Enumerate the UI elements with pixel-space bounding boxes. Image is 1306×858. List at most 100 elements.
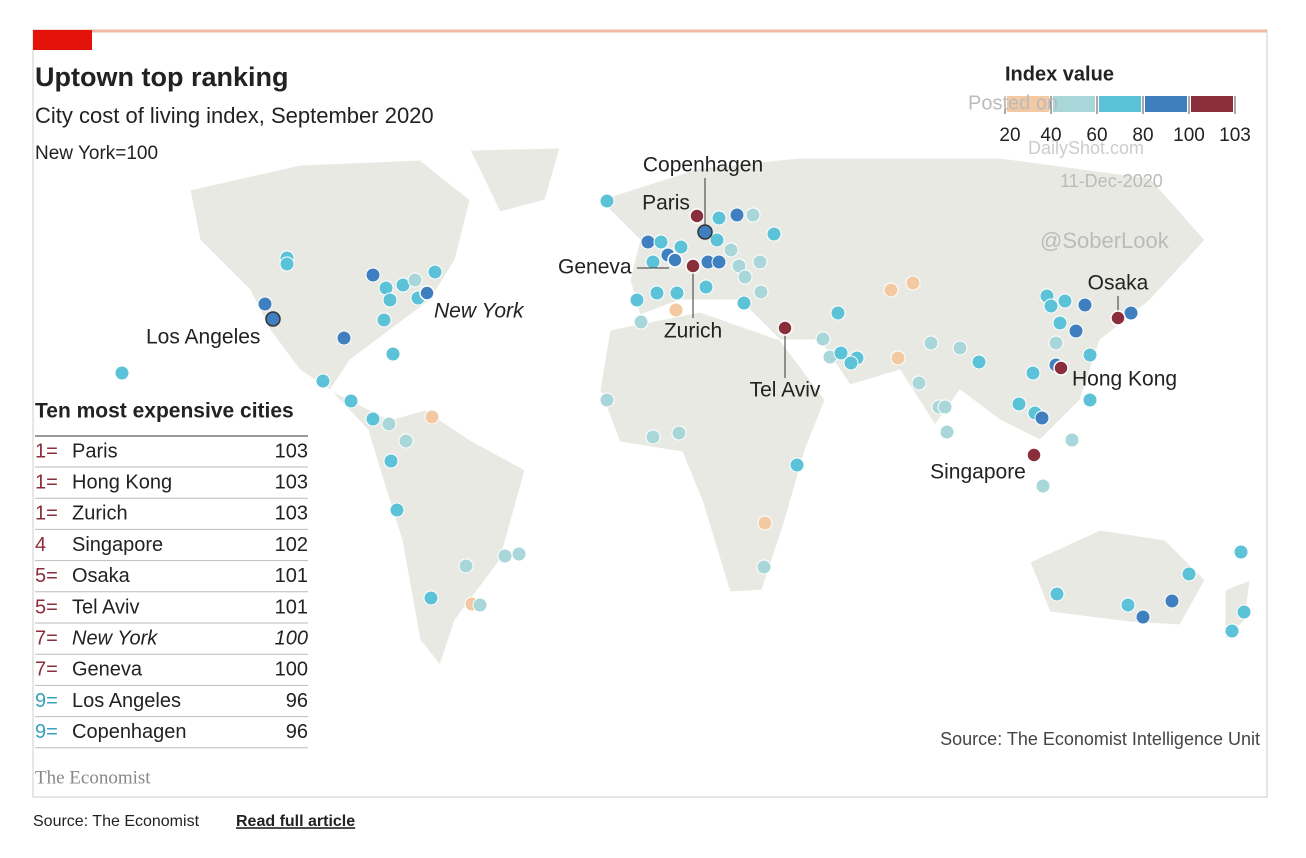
legend-swatch <box>1145 96 1187 112</box>
watermark: @SoberLook <box>1040 228 1170 253</box>
rank: 7= <box>35 627 58 649</box>
city-dot <box>711 210 727 226</box>
city-dot <box>833 345 849 361</box>
city-name: Copenhagen <box>72 721 187 743</box>
ranked-city-dot <box>1026 447 1042 463</box>
city-dot <box>883 282 899 298</box>
city-label: Singapore <box>930 461 1026 484</box>
city-dot <box>497 548 513 564</box>
city-dot <box>114 365 130 381</box>
legend-tick-label: 40 <box>1040 125 1061 146</box>
city-dot <box>673 239 689 255</box>
city-label: New York <box>434 300 525 323</box>
city-dot <box>365 411 381 427</box>
city-dot <box>343 393 359 409</box>
index-value: 100 <box>275 627 308 649</box>
city-dot <box>737 269 753 285</box>
title: Uptown top ranking <box>35 62 288 92</box>
city-dot <box>911 375 927 391</box>
legend-swatch <box>1099 96 1141 112</box>
city-dot <box>789 457 805 473</box>
city-dot <box>1082 347 1098 363</box>
city-dot <box>711 254 727 270</box>
city-dot <box>1077 297 1093 313</box>
note: New York=100 <box>35 143 158 164</box>
city-dot <box>336 330 352 346</box>
city-dot <box>843 355 859 371</box>
city-dot <box>376 312 392 328</box>
watermark: 11-Dec-2020 <box>1060 171 1163 191</box>
ranked-city-dot <box>777 320 793 336</box>
footer-source: Source: The Economist <box>33 813 200 830</box>
ranked-cities: Paris Hong Kong Zurich Singapore Osaka Tel Av… <box>146 154 1177 484</box>
city-label: Los Angeles <box>146 326 260 349</box>
rank: 5= <box>35 565 58 587</box>
city-dot <box>257 296 273 312</box>
city-dot <box>1064 432 1080 448</box>
ranked-city-dot <box>265 311 281 327</box>
subtitle: City cost of living index, September 202… <box>35 103 434 128</box>
city-dot <box>1035 478 1051 494</box>
brand: The Economist <box>35 767 151 788</box>
city-dot <box>385 346 401 362</box>
city-dot <box>757 515 773 531</box>
city-label: Tel Aviv <box>750 379 821 402</box>
city-dot <box>756 559 772 575</box>
index-value: 103 <box>275 503 308 525</box>
city-dot <box>381 416 397 432</box>
ranked-city-dot <box>1110 310 1126 326</box>
city-dot <box>1164 593 1180 609</box>
city-name: Los Angeles <box>72 690 181 712</box>
city-dot <box>649 285 665 301</box>
city-dot <box>698 279 714 295</box>
city-dot <box>1236 604 1252 620</box>
city-name: Paris <box>72 440 118 462</box>
city-dot <box>766 226 782 242</box>
rank: 7= <box>35 659 58 681</box>
city-dot <box>830 305 846 321</box>
city-dot <box>645 254 661 270</box>
index-value: 100 <box>275 659 308 681</box>
city-dot <box>669 285 685 301</box>
legend-title: Index value <box>1005 63 1114 85</box>
city-dot <box>599 193 615 209</box>
city-dot <box>753 284 769 300</box>
city-label: Osaka <box>1088 272 1149 295</box>
city-dot <box>382 292 398 308</box>
city-dot <box>923 335 939 351</box>
city-dot <box>458 558 474 574</box>
city-dots <box>114 193 1252 639</box>
city-dot <box>389 502 405 518</box>
legend-tick-label: 20 <box>999 125 1020 146</box>
city-name: Osaka <box>72 565 131 587</box>
index-value: 103 <box>275 440 308 462</box>
source: Source: The Economist Intelligence Unit <box>940 729 1260 749</box>
rank: 9= <box>35 721 58 743</box>
rank: 4 <box>35 534 46 556</box>
city-dot <box>383 453 399 469</box>
city-dot <box>645 429 661 445</box>
city-name: Hong Kong <box>72 471 172 493</box>
city-dot <box>315 373 331 389</box>
city-dot <box>424 409 440 425</box>
city-dot <box>1052 315 1068 331</box>
legend-tick-label: 100 <box>1173 125 1205 146</box>
rank: 9= <box>35 690 58 712</box>
index-value: 102 <box>275 534 308 556</box>
city-dot <box>671 425 687 441</box>
rank: 1= <box>35 471 58 493</box>
city-dot <box>633 314 649 330</box>
city-dot <box>668 302 684 318</box>
city-label: Zurich <box>664 320 722 343</box>
article-link[interactable]: Read full article <box>236 813 355 830</box>
index-value: 96 <box>286 690 308 712</box>
city-dot <box>629 292 645 308</box>
ranked-city-dot <box>685 258 701 274</box>
city-dot <box>365 267 381 283</box>
city-dot <box>709 232 725 248</box>
city-dot <box>1011 396 1027 412</box>
city-dot <box>745 207 761 223</box>
city-dot <box>511 546 527 562</box>
city-label: Paris <box>642 192 690 215</box>
city-label: Geneva <box>558 256 632 279</box>
